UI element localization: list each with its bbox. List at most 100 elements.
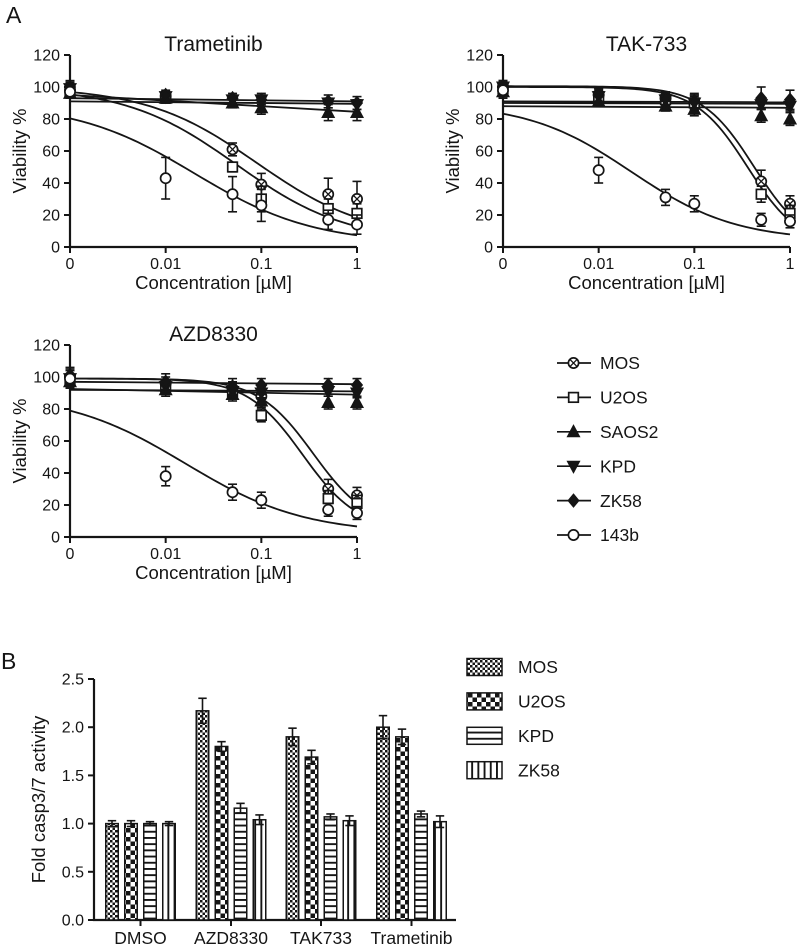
axes <box>501 55 790 249</box>
diamond-marker <box>255 377 268 393</box>
legend-swatch <box>466 692 503 711</box>
y-tick-label: 1.0 <box>62 816 84 833</box>
bar-series-KPD <box>143 802 428 921</box>
legend-b-item-KPD: KPD <box>466 726 554 746</box>
bar-MOS-DMSO <box>105 822 119 921</box>
x-tick-label: 1 <box>353 546 362 563</box>
bar-KPD-TAK733 <box>323 816 338 921</box>
fit-line-ZK58 <box>502 100 791 104</box>
square-marker <box>255 409 267 422</box>
legend-a-item-SAOS2: SAOS2 <box>557 422 658 442</box>
circle-marker <box>64 372 76 385</box>
y-tick-label: 120 <box>33 48 60 65</box>
viability-legend: MOS U2OS SAOS2 KPD ZK58 143b <box>557 353 658 545</box>
diamond-marker <box>322 94 335 109</box>
circle-marker <box>159 470 172 483</box>
y-tick-label: 1.5 <box>62 768 84 785</box>
chart-casp37: 0.0 0.5 1.0 1.5 2.0 2.5 Fold casp3/7 activity D… <box>28 672 456 947</box>
diamond-marker <box>159 87 172 103</box>
bar-KPD-AZD8330 <box>233 807 248 921</box>
circle-marker <box>659 191 672 204</box>
triangle-up-marker <box>349 394 365 409</box>
bar-U2OS-Trametinib <box>395 736 409 921</box>
circle-marker <box>592 164 605 177</box>
fit-line-ZK58 <box>69 100 358 105</box>
y-tick-label: 120 <box>33 338 60 355</box>
legend-b-item-ZK58: ZK58 <box>466 760 560 780</box>
circle-marker <box>755 213 768 226</box>
legend-a-item-ZK58: ZK58 <box>557 491 642 511</box>
chart-title: AZD8330 <box>169 323 258 346</box>
bar-KPD-Trametinib <box>414 813 428 921</box>
marker-x-stroke <box>228 145 237 154</box>
diamond-marker <box>226 379 239 394</box>
y-tick-label: 100 <box>466 80 493 97</box>
y-tick-label: 2.5 <box>62 672 84 689</box>
x-axis-label: Concentration [µM] <box>568 272 725 293</box>
diamond-marker <box>350 377 364 393</box>
bar-MOS-AZD8330 <box>195 710 210 921</box>
legend-label: U2OS <box>518 692 566 712</box>
legend-label: U2OS <box>600 388 648 408</box>
x-tick-label: 0.1 <box>683 256 705 273</box>
legend-swatch <box>466 760 503 780</box>
legend-label: 143b <box>600 525 639 545</box>
chart-title: TAK-733 <box>606 33 687 56</box>
legend-b-item-U2OS: U2OS <box>466 692 566 712</box>
y-tick-label: 80 <box>42 112 60 129</box>
x-tick-label: 0 <box>66 546 75 563</box>
bar-ZK58-DMSO <box>162 822 176 921</box>
circle-marker <box>322 503 335 516</box>
legend-label: KPD <box>518 726 554 746</box>
y-tick-label: 80 <box>42 402 60 419</box>
legend-a-item-MOS: MOS <box>557 353 640 373</box>
fit-line-KPD <box>502 102 791 105</box>
y-tick-label: 40 <box>42 466 60 483</box>
category-label: Trametinib <box>370 928 452 947</box>
triangle-up-marker <box>754 108 769 122</box>
diamond-marker <box>350 95 364 111</box>
triangle-up-marker <box>566 424 581 438</box>
y-tick-label: 40 <box>475 176 493 193</box>
legend-a-item-143b: 143b <box>557 525 639 545</box>
y-tick-label: 0 <box>51 240 60 257</box>
diamond-marker <box>659 90 672 106</box>
y-tick-label: 80 <box>475 112 493 129</box>
diamond-marker <box>226 90 239 106</box>
y-axis-label: Viability % <box>9 398 30 483</box>
circle-marker <box>255 199 268 212</box>
fit-curve-143b <box>69 409 358 528</box>
y-tick-label: 20 <box>475 208 493 225</box>
category-label: TAK733 <box>290 928 352 947</box>
circle-marker <box>567 529 580 541</box>
marker-x-stroke <box>324 190 332 198</box>
bar-ZK58-AZD8330 <box>252 818 267 921</box>
fit-line-SAOS2 <box>502 105 791 109</box>
x-tick-label: 1 <box>786 256 795 273</box>
diamond-marker <box>255 92 268 108</box>
y-tick-label: 100 <box>33 370 60 387</box>
square-marker <box>567 391 580 404</box>
triangle-up-marker <box>321 104 336 119</box>
marker-x-stroke <box>757 177 765 186</box>
triangle-up-marker <box>321 394 336 409</box>
fit-curve-MOS <box>69 91 358 219</box>
category-label: AZD8330 <box>194 928 268 947</box>
y-tick-label: 0 <box>484 240 493 257</box>
diamond-marker <box>322 377 335 393</box>
fit-curve-U2OS <box>69 93 358 228</box>
chart-trametinib: 0 20 40 60 80 100 120 0 0.01 0.1 1 Trametinib Concen… <box>9 33 365 293</box>
axes <box>68 55 357 249</box>
circle-marker <box>497 84 509 97</box>
fit-curve-143b <box>502 112 791 236</box>
legend-a-item-U2OS: U2OS <box>557 388 648 408</box>
y-tick-label: 60 <box>475 144 493 161</box>
bar-series-MOS <box>105 697 390 921</box>
square-marker <box>755 188 767 200</box>
bar-MOS-TAK733 <box>285 736 300 921</box>
series-143b <box>64 84 363 235</box>
chart-tak733: 0 20 40 60 80 100 120 0 0.01 0.1 1 TAK-733 Concentra… <box>442 33 797 293</box>
circle-marker <box>784 215 796 228</box>
fit-curve-143b <box>69 117 358 237</box>
